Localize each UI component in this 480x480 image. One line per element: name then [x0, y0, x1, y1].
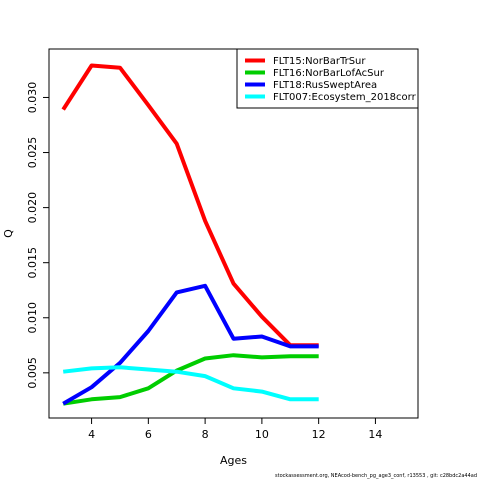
- x-tick-label: 10: [255, 428, 269, 441]
- legend: FLT15:NorBarTrSurFLT16:NorBarLofAcSurFLT…: [236, 48, 419, 109]
- legend-label: FLT18:RusSweptArea: [273, 80, 377, 91]
- y-tick-label: 0.025: [26, 137, 39, 169]
- y-tick-label: 0.030: [26, 82, 39, 114]
- series-line-4: [62, 365, 319, 402]
- series-line-2: [62, 353, 319, 406]
- x-tick-label: 8: [202, 428, 209, 441]
- series-lines: [61, 63, 319, 406]
- x-tick-label: 12: [312, 428, 326, 441]
- legend-label: FLT16:NorBarLofAcSur: [273, 68, 385, 79]
- y-tick-label: 0.020: [26, 192, 39, 224]
- footer-credit: stockassessment.org, NEAcod-bench_pg_age…: [275, 473, 477, 479]
- series-line-1: [61, 63, 319, 348]
- x-tick-label: 4: [88, 428, 95, 441]
- y-tick-label: 0.015: [26, 247, 39, 279]
- series-line-3: [62, 283, 319, 406]
- y-tick-label: 0.005: [26, 357, 39, 389]
- x-axis-title: Ages: [220, 454, 247, 467]
- x-axis: 4 6 8 10 12 14: [88, 418, 382, 441]
- y-axis: 0.005 0.010 0.015 0.020 0.025 0.030: [26, 82, 49, 389]
- legend-label: FLT15:NorBarTrSur: [273, 56, 366, 67]
- legend-label: FLT007:Ecosystem_2018corr: [273, 92, 417, 103]
- legend-box: [236, 48, 419, 109]
- x-tick-label: 6: [145, 428, 152, 441]
- y-axis-title: Q: [2, 229, 15, 238]
- x-tick-label: 14: [368, 428, 382, 441]
- plot-frame: [48, 48, 419, 419]
- y-tick-label: 0.010: [26, 302, 39, 334]
